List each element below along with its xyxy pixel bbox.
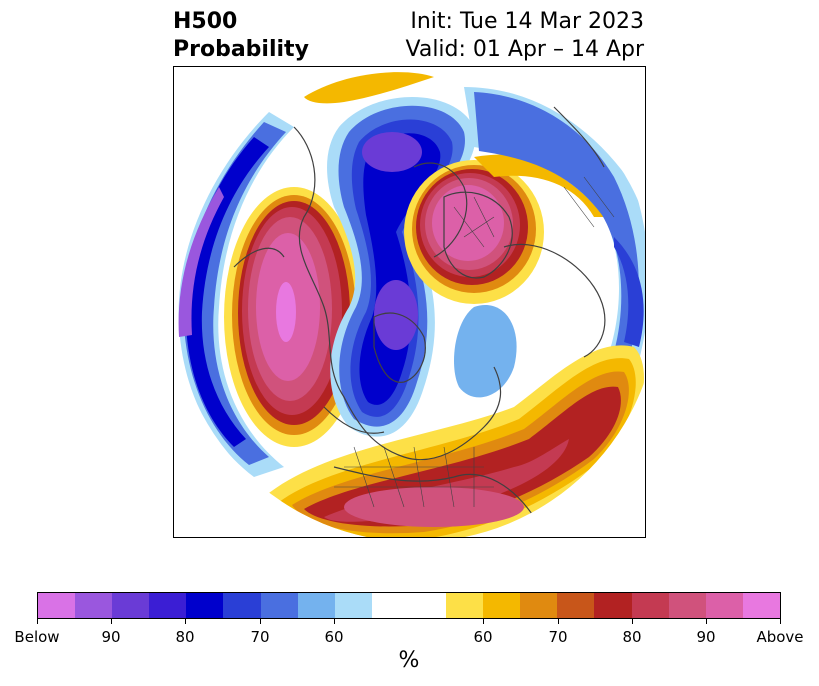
valid-range-label: Valid: 01 Apr – 14 Apr (405, 37, 645, 62)
colorbar-tick-mark (483, 619, 484, 624)
colorbar-unit-label: % (398, 648, 420, 673)
colorbar-tick-label: 60 (473, 628, 493, 646)
negative-anomaly-west (178, 112, 294, 477)
colorbar-swatch (408, 593, 447, 618)
colorbar-tick-mark (260, 619, 261, 624)
positive-anomaly-arctic (404, 154, 624, 304)
colorbar-swatch (260, 593, 298, 618)
colorbar-tick-label: 70 (548, 628, 568, 646)
colorbar-tick-mark (185, 619, 186, 624)
colorbar-swatch (742, 593, 780, 618)
colorbar-swatch (149, 593, 187, 618)
init-date-label: Init: Tue 14 Mar 2023 (410, 9, 644, 34)
colorbar-swatch (520, 593, 558, 618)
negative-anomaly-europe (454, 87, 645, 398)
borders (334, 176, 615, 508)
chart-title-left: H500 Probability (173, 8, 309, 64)
colorbar-tick-mark (706, 619, 707, 624)
probability-map (173, 66, 646, 538)
colorbar-tick-label: 60 (324, 628, 344, 646)
colorbar-tick-mark (558, 619, 559, 624)
colorbar-swatch (38, 593, 76, 618)
colorbar-tick-label: 90 (101, 628, 121, 646)
title-variable: H500 (173, 9, 238, 34)
colorbar-swatch (705, 593, 743, 618)
colorbar-tick-mark (632, 619, 633, 624)
colorbar-tick-label: Below (14, 628, 60, 646)
colorbar-swatch (668, 593, 706, 618)
colorbar-swatch (75, 593, 113, 618)
colorbar-tick-mark (334, 619, 335, 624)
colorbar-tick-label: 90 (696, 628, 716, 646)
positive-anomaly-pacific (224, 187, 364, 447)
colorbar-swatch (186, 593, 224, 618)
coastlines (233, 106, 606, 518)
chart-title-right: Init: Tue 14 Mar 2023 Valid: 01 Apr – 14… (406, 8, 645, 64)
colorbar-swatch (297, 593, 335, 618)
colorbar-swatch (557, 593, 595, 618)
colorbar-swatch (446, 593, 484, 618)
colorbar-tick-label: Above (756, 628, 804, 646)
colorbar-swatch (112, 593, 150, 618)
colorbar-tick-mark (780, 619, 781, 624)
colorbar-swatch (223, 593, 261, 618)
colorbar-swatch (334, 593, 372, 618)
map-canvas (174, 67, 645, 537)
colorbar-swatch (483, 593, 521, 618)
positive-anomaly-top (304, 72, 434, 104)
positive-anomaly-atlantic-us (264, 345, 644, 537)
colorbar-tick-mark (37, 619, 38, 624)
colorbar-tick-label: 70 (250, 628, 270, 646)
title-product: Probability (173, 37, 309, 62)
colorbar-swatch (594, 593, 632, 618)
colorbar-tick-mark (111, 619, 112, 624)
negative-anomaly-central (327, 97, 476, 437)
colorbar-swatch (371, 593, 409, 618)
colorbar-swatch (631, 593, 669, 618)
colorbar-tick-label: 80 (175, 628, 195, 646)
colorbar (37, 592, 781, 619)
colorbar-tick-label: 80 (622, 628, 642, 646)
